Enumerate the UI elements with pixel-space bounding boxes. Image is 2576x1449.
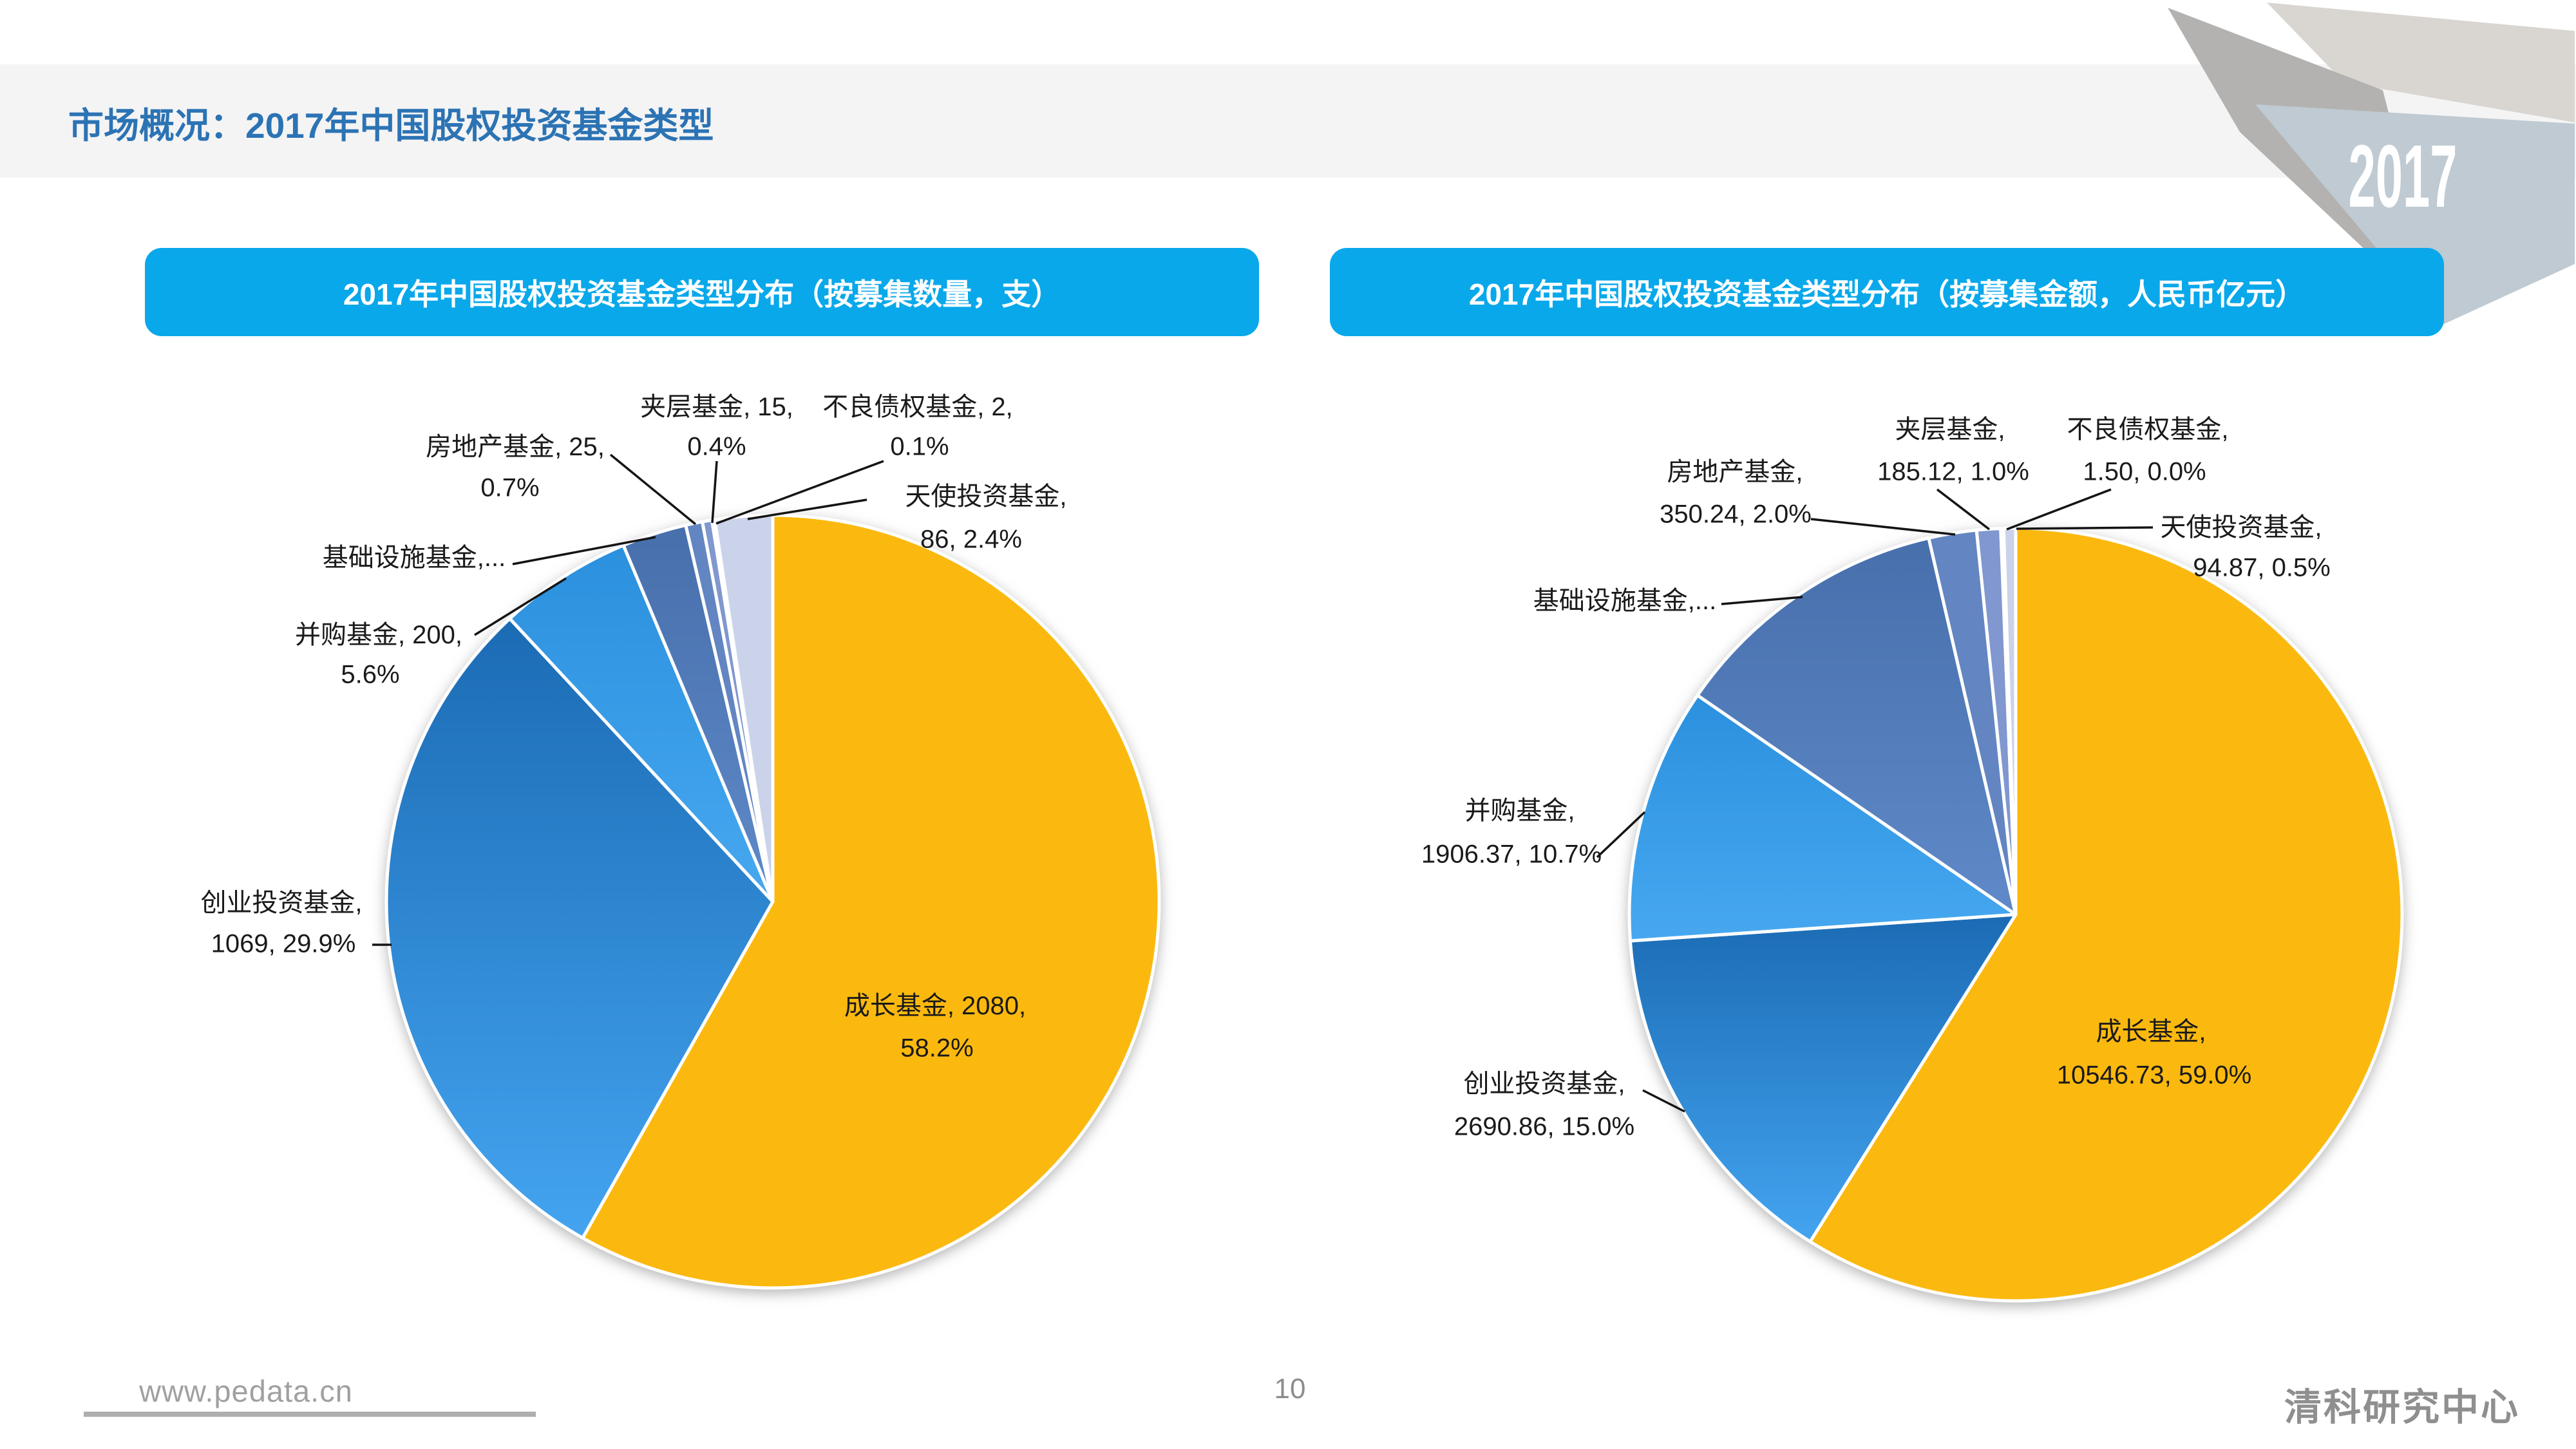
label-vc-line2: 1069, 29.9% bbox=[211, 929, 356, 958]
label-infrastructure-amt: 基础设施基金,... bbox=[1533, 587, 1717, 615]
label-buyout-amt-line1: 并购基金, bbox=[1464, 797, 1575, 825]
label-growth-line1: 成长基金, 2080, bbox=[844, 992, 1027, 1020]
label-vc-amt-line1: 创业投资基金, bbox=[1463, 1070, 1625, 1098]
pie-slice-成长基金 bbox=[1808, 526, 2404, 1303]
label-buyout-line2: 5.6% bbox=[341, 660, 400, 689]
pie-slice-基础设施基金 bbox=[1696, 536, 2018, 916]
label-angel-amt-line1: 天使投资基金, bbox=[2160, 513, 2322, 542]
label-growth-amt-line1: 成长基金, bbox=[2096, 1018, 2206, 1046]
header-band bbox=[0, 64, 2576, 178]
label-buyout-amt-line2: 1906.37, 10.7% bbox=[1421, 840, 1602, 869]
pie-slice-成长基金 bbox=[581, 513, 1161, 1290]
label-npl-amt-line2: 1.50, 0.0% bbox=[2083, 457, 2206, 486]
label-mezzanine-amt-line1: 夹层基金, bbox=[1895, 415, 2005, 444]
pie-chart-amount bbox=[1627, 526, 2404, 1303]
pie-chart-count bbox=[384, 513, 1161, 1290]
label-realestate-line2: 0.7% bbox=[480, 473, 540, 502]
label-npl-line2: 0.1% bbox=[890, 432, 949, 461]
label-realestate-amt-line2: 350.24, 2.0% bbox=[1660, 500, 1812, 529]
label-buyout-line1: 并购基金, 200, bbox=[294, 621, 463, 649]
label-angel-line1: 天使投资基金, bbox=[905, 482, 1067, 511]
label-growth-line2: 58.2% bbox=[900, 1034, 974, 1063]
brand-logo-text: 清科研究中心 bbox=[2284, 1387, 2521, 1428]
pie-slice-创业投资基金 bbox=[384, 617, 775, 1240]
chart-title-banner-count: 2017年中国股权投资基金类型分布（按募集数量，支） bbox=[145, 248, 1259, 336]
label-mezzanine-line1: 夹层基金, 15, bbox=[640, 393, 793, 421]
label-angel-line2: 86, 2.4% bbox=[920, 525, 1022, 554]
label-mezzanine-line2: 0.4% bbox=[687, 432, 746, 461]
chart-title-count: 2017年中国股权投资基金类型分布（按募集数量，支） bbox=[343, 277, 1061, 311]
page-number: 10 bbox=[1274, 1373, 1306, 1405]
pie-slice-创业投资基金 bbox=[1628, 913, 2018, 1244]
label-realestate-amt-line1: 房地产基金, bbox=[1667, 458, 1803, 486]
label-npl-amt-line1: 不良债权基金, bbox=[2067, 415, 2229, 444]
label-infrastructure: 基础设施基金,... bbox=[322, 544, 506, 572]
chart-title-banner-amount: 2017年中国股权投资基金类型分布（按募集金额，人民币亿元） bbox=[1330, 248, 2444, 336]
label-mezzanine-amt-line2: 185.12, 1.0% bbox=[1877, 457, 2029, 486]
label-npl-line1: 不良债权基金, 2, bbox=[822, 393, 1013, 421]
page-title: 市场概况：2017年中国股权投资基金类型 bbox=[68, 106, 714, 146]
label-vc-amt-line2: 2690.86, 15.0% bbox=[1454, 1112, 1635, 1141]
footer-underline bbox=[84, 1412, 536, 1417]
label-angel-amt-line2: 94.87, 0.5% bbox=[2193, 553, 2331, 582]
footer-website: www.pedata.cn bbox=[139, 1374, 353, 1408]
label-vc-line1: 创业投资基金, bbox=[200, 889, 363, 917]
chart-title-amount: 2017年中国股权投资基金类型分布（按募集金额，人民币亿元） bbox=[1468, 277, 2306, 311]
label-realestate-line1: 房地产基金, 25, bbox=[426, 433, 605, 461]
label-growth-amt-line2: 10546.73, 59.0% bbox=[2056, 1061, 2252, 1090]
